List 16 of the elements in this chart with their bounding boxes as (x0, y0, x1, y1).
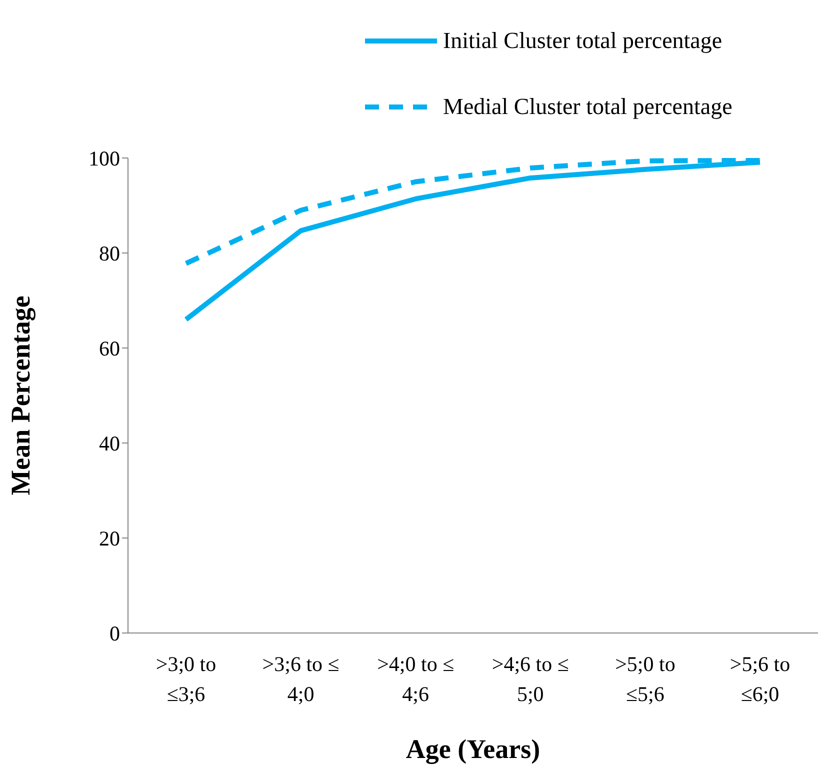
y-axis-title: Mean Percentage (6, 296, 36, 496)
legend-label: Initial Cluster total percentage (443, 28, 722, 54)
legend-label: Medial Cluster total percentage (443, 94, 732, 120)
y-tick-label: 80 (99, 241, 120, 266)
y-tick-label: 0 (110, 621, 120, 646)
y-tick-label: 40 (99, 431, 120, 456)
y-tick-label: 20 (99, 526, 120, 550)
x-tick-label: >4;0 to ≤ 4;6 (377, 652, 454, 706)
x-tick-label: >4;6 to ≤ 5;0 (492, 652, 569, 706)
y-tick-label: 100 (88, 146, 120, 170)
x-axis-title: Age (Years) (406, 734, 540, 764)
y-tick-label: 60 (99, 336, 120, 360)
x-tick-label: >5;6 to ≤6;0 (730, 652, 790, 706)
x-tick-label: >3;6 to ≤ 4;0 (262, 652, 340, 706)
x-tick-label: >3;0 to ≤3;6 (156, 652, 216, 706)
x-tick-label: >5;0 to ≤5;6 (615, 652, 676, 706)
